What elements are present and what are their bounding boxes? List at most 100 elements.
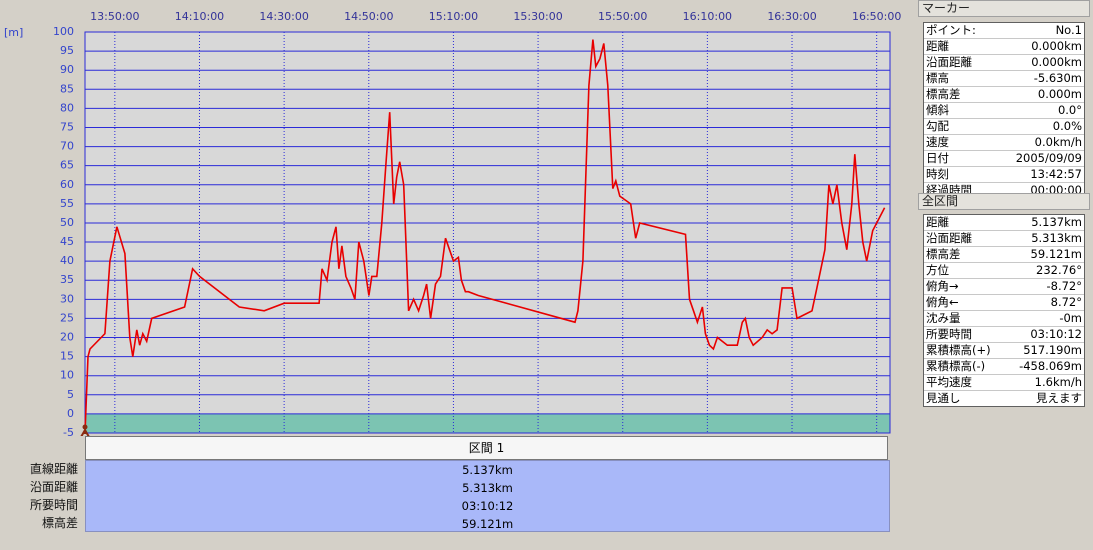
- x-tick-label: 15:50:00: [598, 10, 647, 23]
- panel-value: 0.000km: [1031, 39, 1082, 53]
- panel-key: 俯角←: [926, 295, 959, 309]
- section-value: 5.137km: [462, 463, 513, 477]
- panel-row: 標高 -5.630m: [924, 71, 1084, 87]
- y-tick-label: 95: [60, 44, 74, 57]
- section-label: 所要時間: [29, 498, 78, 512]
- x-tick-label: 16:30:00: [767, 10, 816, 23]
- panel-value: 0.0%: [1052, 119, 1082, 133]
- section-header[interactable]: 区間 1: [85, 436, 888, 460]
- y-tick-label: 90: [60, 63, 74, 76]
- panel-row: 見通し 見えます: [924, 391, 1084, 406]
- panel-row: 距離 5.137km: [924, 215, 1084, 231]
- panel-row: 方位 232.76°: [924, 263, 1084, 279]
- x-tick-label: 14:30:00: [259, 10, 308, 23]
- y-unit-label: [m]: [4, 26, 23, 39]
- marker-body: [80, 427, 90, 436]
- panel-key: 日付: [926, 151, 949, 165]
- panel-key: 速度: [926, 135, 949, 149]
- panel-value: 5.313km: [1031, 231, 1082, 245]
- section-values: 5.137km 5.313km 03:10:12 59.121m: [85, 460, 890, 532]
- start-marker: [80, 424, 90, 436]
- panel-value: 見えます: [1036, 391, 1082, 405]
- panel-row: 日付 2005/09/09: [924, 151, 1084, 167]
- panel-row: 距離 0.000km: [924, 39, 1084, 55]
- panel-key: 見通し: [926, 391, 961, 405]
- section-value: 59.121m: [461, 517, 514, 531]
- panel-key: 方位: [926, 263, 949, 277]
- y-tick-label: 35: [60, 273, 74, 286]
- panel-value: 5.137km: [1031, 215, 1082, 229]
- panel-value: 2005/09/09: [1015, 151, 1082, 165]
- panel-row: 時刻 13:42:57: [924, 167, 1084, 183]
- y-tick-label: -5: [63, 426, 74, 436]
- panel-row: 平均速度 1.6km/h: [924, 375, 1084, 391]
- y-tick-label: 65: [60, 159, 74, 172]
- x-tick-label: 15:10:00: [429, 10, 478, 23]
- chart: [m] -5 0 5 10 15 20 25 30 35 40 45 50 55 60 65 70 75 80 85…: [4, 10, 901, 436]
- y-tick-label: 40: [60, 254, 74, 267]
- panel-row: 標高差 0.000m: [924, 87, 1084, 103]
- panel-row: 累積標高(+) 517.190m: [924, 343, 1084, 359]
- section-labels: 直線距離 沿面距離 所要時間 標高差: [0, 460, 78, 532]
- panel-value: 8.72°: [1050, 295, 1082, 309]
- section-label: 標高差: [41, 516, 78, 530]
- panel-key: 勾配: [926, 119, 949, 133]
- panel-row: 沿面距離 0.000km: [924, 55, 1084, 71]
- panel-value: 59.121m: [1030, 247, 1082, 261]
- marker-head: [82, 424, 88, 430]
- panel-key: 沿面距離: [926, 231, 972, 245]
- x-tick-label: 16:50:00: [852, 10, 901, 23]
- section-value: 5.313km: [462, 481, 513, 495]
- panel-key: 距離: [926, 39, 949, 53]
- panel-value: No.1: [1055, 23, 1082, 37]
- panel-key: 平均速度: [926, 375, 972, 389]
- x-tick-label: 16:10:00: [683, 10, 732, 23]
- panel-key: 標高: [926, 71, 949, 85]
- panel-value: 0.000km: [1031, 55, 1082, 69]
- x-tick-label: 13:50:00: [90, 10, 139, 23]
- y-tick-label: 85: [60, 82, 74, 95]
- panel-row: 所要時間 03:10:12: [924, 327, 1084, 343]
- y-tick-label: 45: [60, 235, 74, 248]
- panel-row: 傾斜 0.0°: [924, 103, 1084, 119]
- y-tick-label: 70: [60, 140, 74, 153]
- panel-row: 俯角→ -8.72°: [924, 279, 1084, 295]
- y-tick-label: 55: [60, 197, 74, 210]
- panel-row: 勾配 0.0%: [924, 119, 1084, 135]
- total-panel: 距離 5.137km 沿面距離 5.313km 標高差 59.121m 方位 232.76° 俯…: [923, 214, 1085, 407]
- panel-value: 03:10:12: [1030, 327, 1082, 341]
- panel-key: 累積標高(-): [926, 359, 986, 373]
- panel-value: 1.6km/h: [1034, 375, 1082, 389]
- panel-value: 0.000m: [1037, 87, 1082, 101]
- y-tick-label: 80: [60, 101, 74, 114]
- panel-value: 232.76°: [1036, 263, 1082, 277]
- panel-key: ポイント:: [926, 23, 976, 37]
- panel-key: 所要時間: [926, 327, 972, 341]
- panel-key: 沿面距離: [926, 55, 972, 69]
- x-tick-label: 15:30:00: [513, 10, 562, 23]
- panel-key: 時刻: [926, 167, 949, 181]
- plot-area: [85, 32, 890, 433]
- y-tick-label: 15: [60, 350, 74, 363]
- panel-row: 標高差 59.121m: [924, 247, 1084, 263]
- y-tick-label: 75: [60, 120, 74, 133]
- panel-key: 標高差: [926, 247, 961, 261]
- section-value: 03:10:12: [461, 499, 514, 513]
- y-tick-label: 0: [67, 407, 74, 420]
- panel-key: 累積標高(+): [926, 343, 991, 357]
- panel-key: 俯角→: [926, 279, 959, 293]
- y-tick-label: 100: [53, 25, 74, 38]
- x-tick-label: 14:10:00: [175, 10, 224, 23]
- panel-key: 沈み量: [926, 311, 961, 325]
- y-tick-label: 50: [60, 216, 74, 229]
- panel-key: 標高差: [926, 87, 961, 101]
- section-label: 沿面距離: [29, 480, 78, 494]
- y-tick-label: 25: [60, 311, 74, 324]
- panel-value: 13:42:57: [1030, 167, 1082, 181]
- panel-value: -8.72°: [1046, 279, 1082, 293]
- panel-row: 俯角← 8.72°: [924, 295, 1084, 311]
- marker-panel-title: マーカー: [918, 0, 1090, 17]
- elevation-line: [84, 39, 886, 434]
